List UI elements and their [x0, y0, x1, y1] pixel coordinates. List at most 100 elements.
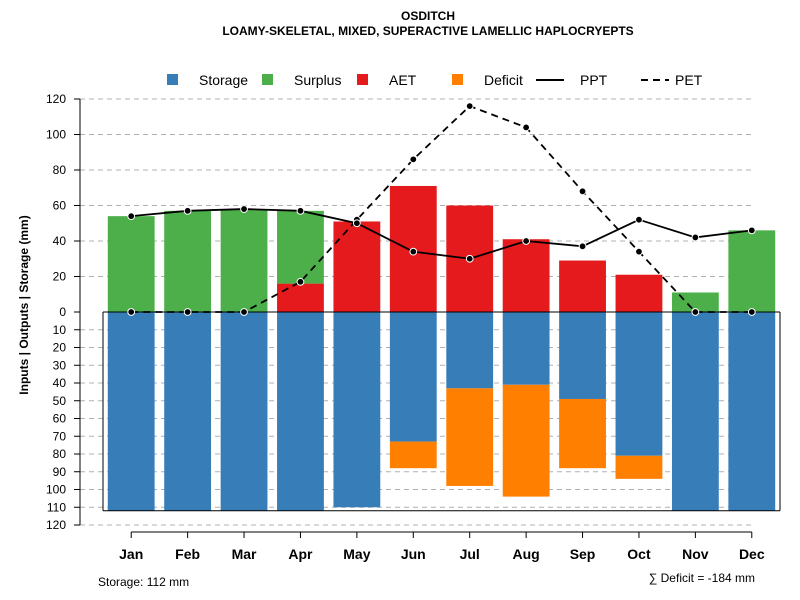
ppt-point: [352, 219, 361, 228]
bar-storage: [728, 312, 776, 511]
y-tick-label: 60: [53, 199, 67, 213]
pet-point: [127, 308, 136, 316]
x-tick-label: Oct: [627, 546, 651, 562]
x-tick-label: Jul: [460, 546, 480, 562]
bar-deficit: [446, 388, 494, 486]
x-tick-label: Jan: [119, 546, 143, 562]
legend: Storage Surplus AET Deficit PPT PET: [167, 72, 703, 88]
legend-label-deficit: Deficit: [484, 72, 523, 88]
bar-deficit: [615, 455, 663, 479]
axes: 0 20 40 60 80 100 120 10 20 30 40 50 60 70 80 90 100 110 1…: [46, 92, 765, 562]
y-tick-label: 100: [46, 483, 66, 497]
ppt-line: [131, 208, 752, 260]
legend-label-aet: AET: [389, 72, 417, 88]
deficit-note: ∑ Deficit = -184 mm: [649, 571, 755, 585]
pet-point: [240, 308, 248, 316]
ppt-point: [578, 242, 587, 251]
bar-storage: [164, 312, 212, 511]
y-tick-label: 20: [53, 270, 67, 284]
pet-line: [131, 105, 752, 313]
x-tick-label: Nov: [682, 546, 709, 562]
pet-point: [409, 155, 418, 164]
bar-storage: [107, 312, 155, 511]
x-tick-label: Aug: [513, 546, 540, 562]
y-tick-label: 50: [53, 394, 67, 408]
x-tick-label: Apr: [288, 546, 313, 562]
bar-aet: [277, 283, 324, 312]
x-tick-label: Mar: [232, 546, 257, 562]
y-tick-label: 40: [53, 234, 67, 248]
chart-title: OSDITCH: [401, 9, 455, 23]
y-tick-label: 110: [47, 500, 66, 514]
x-tick-label: Dec: [739, 546, 765, 562]
legend-label-storage: Storage: [199, 72, 248, 88]
bar-surplus: [671, 292, 719, 312]
ppt-point: [747, 226, 756, 235]
x-tick-label: Jun: [401, 546, 426, 562]
legend-label-pet: PET: [675, 72, 703, 88]
bar-storage: [502, 312, 550, 385]
y-tick-label: 20: [53, 341, 67, 355]
legend-label-ppt: PPT: [580, 72, 608, 88]
ppt-point: [127, 212, 136, 221]
bars: [107, 185, 776, 511]
legend-swatch-aet: [357, 74, 368, 85]
pet-point: [296, 277, 305, 286]
bar-surplus: [164, 210, 212, 312]
pet-point: [691, 308, 700, 316]
y-tick-label: 120: [46, 92, 66, 106]
bar-storage: [615, 312, 663, 456]
y-tick-label: 80: [53, 163, 67, 177]
lines: [102, 102, 781, 512]
bar-aet: [502, 239, 550, 312]
pet-point: [747, 308, 756, 316]
y-tick-label: 10: [53, 323, 67, 337]
pet-point: [183, 308, 192, 316]
bar-surplus: [107, 216, 155, 312]
bar-surplus: [728, 230, 776, 312]
pet-point: [578, 187, 587, 196]
bar-surplus: [277, 210, 324, 284]
legend-swatch-storage: [167, 74, 178, 85]
bar-storage: [389, 312, 437, 442]
bar-surplus: [220, 209, 268, 312]
y-tick-label: 120: [46, 518, 66, 532]
ppt-point: [296, 206, 305, 215]
bar-deficit: [389, 441, 437, 469]
bar-aet: [615, 274, 663, 312]
x-tick-label: May: [343, 546, 370, 562]
bar-deficit: [502, 384, 550, 497]
y-tick-label: 40: [53, 376, 67, 390]
legend-swatch-surplus: [262, 74, 273, 85]
pet-point: [522, 123, 531, 132]
y-tick-label: 60: [53, 412, 67, 426]
ppt-point: [465, 254, 474, 263]
y-tick-label: 80: [53, 447, 67, 461]
bar-storage: [220, 312, 268, 511]
bar-aet: [333, 221, 381, 312]
ppt-point: [240, 205, 248, 213]
ppt-point: [635, 215, 643, 224]
y-tick-label: 90: [53, 465, 67, 479]
bar-deficit: [559, 398, 606, 469]
bar-aet: [559, 260, 606, 312]
y-axis-label: Inputs | Outputs | Storage (mm): [17, 215, 31, 394]
chart-subtitle: LOAMY-SKELETAL, MIXED, SUPERACTIVE LAMEL…: [222, 24, 633, 38]
legend-label-surplus: Surplus: [294, 72, 341, 88]
pet-point: [465, 102, 474, 110]
ppt-point: [183, 206, 192, 215]
y-tick-label: 70: [53, 429, 67, 443]
y-tick-label: 30: [53, 358, 67, 372]
bar-storage: [559, 312, 606, 399]
y-tick-label: 0: [59, 305, 66, 319]
ppt-point: [409, 247, 418, 256]
ppt-point: [691, 233, 700, 242]
legend-swatch-deficit: [452, 74, 463, 85]
storage-note: Storage: 112 mm: [98, 575, 189, 589]
x-tick-label: Sep: [570, 546, 596, 562]
bar-storage: [671, 312, 719, 511]
x-tick-label: Feb: [175, 546, 200, 562]
bar-storage: [446, 312, 494, 389]
ppt-point: [522, 237, 531, 245]
